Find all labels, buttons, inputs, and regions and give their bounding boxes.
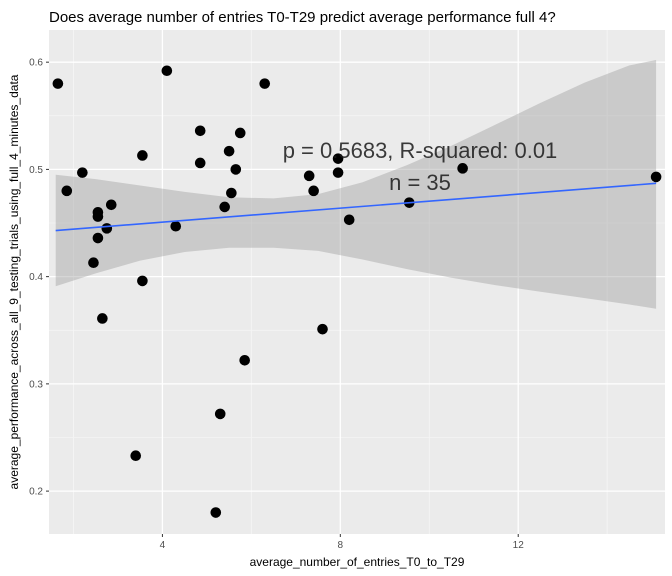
x-tick-label: 4 [160, 540, 166, 551]
data-point [303, 170, 315, 182]
regression-line [55, 182, 657, 232]
data-point [137, 275, 148, 287]
y-tick-label: 0.4 [29, 272, 43, 283]
confidence-band [55, 60, 657, 309]
data-point [239, 354, 250, 366]
data-point [214, 408, 226, 420]
x-axis-label: average_number_of_entries_T0_to_T29 [250, 555, 465, 569]
data-point [97, 313, 108, 324]
annotation-p-value: p = 0.5683, R-squared: 0.01 [283, 138, 558, 163]
data-point [130, 450, 142, 462]
data-point [332, 153, 344, 164]
data-point [52, 78, 64, 89]
data-point [226, 187, 237, 199]
data-point [92, 232, 104, 244]
annotation-n: n = 35 [389, 170, 451, 195]
data-points [52, 65, 662, 518]
data-point [137, 150, 148, 161]
data-point [194, 125, 206, 137]
y-tick-label: 0.5 [29, 165, 43, 176]
y-tick-label: 0.6 [29, 58, 43, 69]
x-axis-ticks: 4 8 12 [160, 534, 525, 551]
data-point [210, 507, 222, 518]
data-point [317, 323, 328, 335]
data-point [234, 127, 246, 139]
chart-title: Does average number of entries T0-T29 pr… [49, 9, 556, 26]
data-point [61, 185, 73, 197]
data-point [259, 78, 271, 89]
data-point [308, 185, 319, 197]
x-tick-label: 12 [513, 540, 525, 551]
y-axis-label: average_performance_across_all_9_testing… [7, 74, 21, 489]
data-point [105, 199, 117, 211]
data-point [77, 167, 88, 178]
x-tick-label: 8 [338, 540, 344, 551]
data-point [194, 157, 206, 169]
data-point [223, 145, 235, 157]
data-point [457, 163, 468, 174]
data-point [343, 214, 355, 226]
minor-gridlines [49, 30, 665, 534]
data-point [88, 257, 99, 268]
data-point [230, 164, 242, 175]
data-point [92, 211, 104, 222]
plot-panel [49, 30, 665, 534]
y-tick-label: 0.2 [29, 487, 43, 498]
data-point [219, 201, 230, 213]
y-axis-ticks: 0.2 0.3 0.4 0.5 0.6 [29, 58, 49, 498]
major-gridlines [49, 30, 665, 534]
data-point [170, 220, 182, 232]
data-point [332, 167, 344, 178]
data-point [101, 223, 113, 234]
data-point [161, 65, 173, 77]
y-tick-label: 0.3 [29, 379, 43, 390]
data-point [650, 171, 662, 183]
